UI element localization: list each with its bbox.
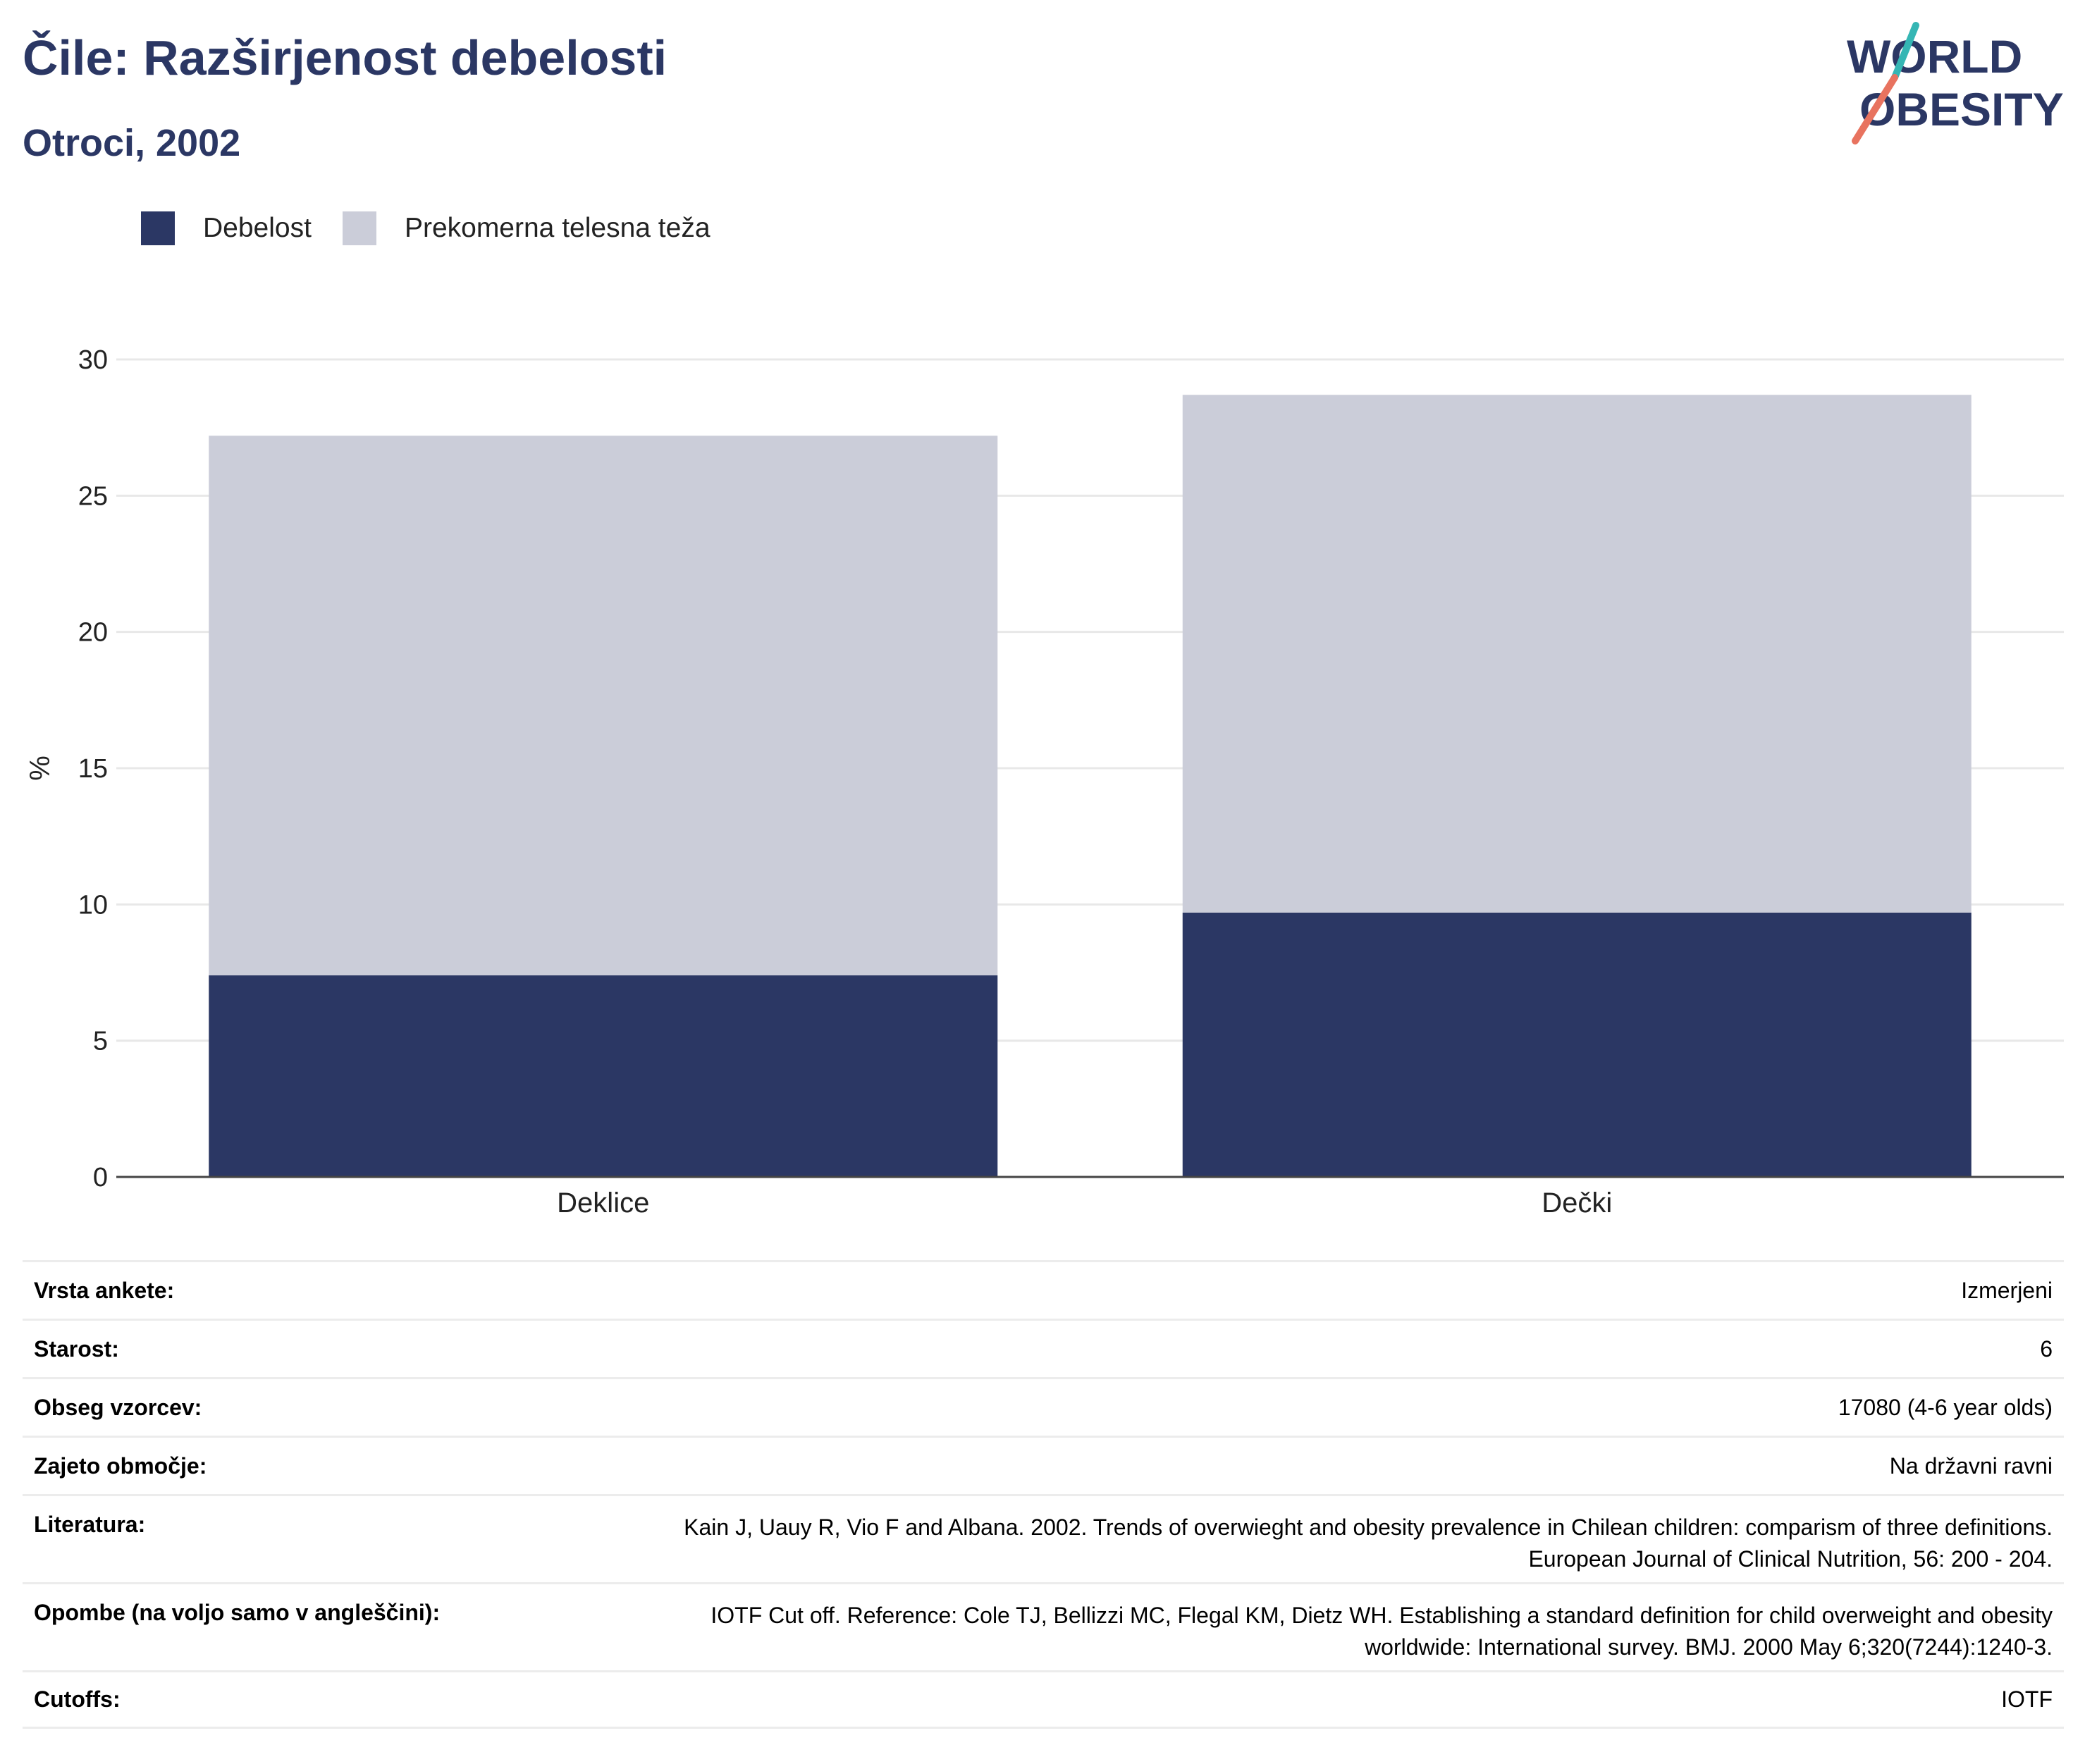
y-tick-label: 20	[78, 618, 108, 648]
reference-line-1: Kain J, Uauy R, Vio F and Albana. 2002. …	[684, 1515, 2053, 1540]
meta-row-reference: Literatura: Kain J, Uauy R, Vio F and Al…	[23, 1494, 2064, 1582]
y-tick-label: 30	[78, 345, 108, 375]
chart-title: Čile: Razširjenost debelosti	[23, 30, 668, 85]
survey-details-table: Vrsta ankete: Izmerjeni Starost: 6 Obseg…	[23, 1260, 2064, 1729]
legend-item-overweight[interactable]: Prekomerna telesna teža	[342, 211, 711, 245]
meta-row-cutoffs: Cutoffs: IOTF	[23, 1670, 2064, 1729]
logo-slash-teal	[1891, 22, 1919, 81]
legend-swatch-overweight	[342, 211, 376, 245]
reference-line-2: European Journal of Clinical Nutrition, …	[1528, 1546, 2053, 1572]
y-tick-label: 5	[93, 1027, 108, 1056]
meta-row-survey-type: Vrsta ankete: Izmerjeni	[23, 1260, 2064, 1319]
logo-line2: OBESITY	[1859, 83, 2064, 135]
meta-value: 6	[2040, 1336, 2053, 1362]
meta-row-age: Starost: 6	[23, 1319, 2064, 1377]
meta-label: Literatura:	[34, 1512, 146, 1537]
y-tick-label: 25	[78, 481, 108, 511]
logo-slash-coral	[1852, 74, 1898, 144]
meta-label: Opombe (na voljo samo v angleščini):	[34, 1600, 441, 1625]
meta-value: 17080 (4-6 year olds)	[1838, 1394, 2053, 1420]
chart-subtitle: Otroci, 2002	[23, 122, 241, 164]
bar-overweight-0	[209, 436, 998, 975]
meta-row-area: Zajeto območje: Na državni ravni	[23, 1436, 2064, 1494]
logo-line1: WORLD	[1847, 30, 2022, 82]
x-tick-label: Dečki	[1542, 1188, 1612, 1219]
meta-label: Starost:	[34, 1336, 119, 1362]
legend-item-obesity[interactable]: Debelost	[141, 211, 312, 245]
meta-value: IOTF	[2001, 1686, 2053, 1712]
meta-value: Na državni ravni	[1889, 1452, 2053, 1479]
meta-label: Cutoffs:	[34, 1686, 121, 1712]
meta-row-notes: Opombe (na voljo samo v angleščini): IOT…	[23, 1582, 2064, 1670]
meta-row-sample-size: Obseg vzorcev: 17080 (4-6 year olds)	[23, 1377, 2064, 1436]
y-tick-label: 10	[78, 890, 108, 920]
meta-label: Vrsta ankete:	[34, 1277, 175, 1303]
y-tick-label: 0	[93, 1163, 108, 1192]
bar-overweight-1	[1182, 395, 1972, 913]
notes-line-2: worldwide: International survey. BMJ. 20…	[1365, 1634, 2053, 1660]
y-axis-label: %	[25, 755, 56, 781]
legend-swatch-obesity	[141, 211, 175, 245]
bar-obesity-1	[1182, 912, 1972, 1177]
world-obesity-logo: WORLD OBESITY	[1847, 22, 2064, 144]
x-tick-label: Deklice	[557, 1188, 649, 1219]
notes-line-1: IOTF Cut off. Reference: Cole TJ, Belliz…	[711, 1603, 2053, 1628]
meta-value: Kain J, Uauy R, Vio F and Albana. 2002. …	[684, 1512, 2053, 1575]
y-tick-label: 15	[78, 754, 108, 784]
meta-value: Izmerjeni	[1961, 1277, 2053, 1303]
legend-label-overweight: Prekomerna telesna teža	[404, 213, 711, 243]
meta-value: IOTF Cut off. Reference: Cole TJ, Belliz…	[711, 1600, 2053, 1663]
bar-obesity-0	[209, 975, 998, 1177]
chart-legend: Debelost Prekomerna telesna teža	[141, 209, 742, 248]
legend-label-obesity: Debelost	[203, 213, 312, 243]
stacked-bar-chart: 0 5 10 15 20 25 30% Deklice Dečki	[25, 345, 2064, 1219]
meta-label: Zajeto območje:	[34, 1452, 207, 1479]
meta-label: Obseg vzorcev:	[34, 1394, 202, 1420]
